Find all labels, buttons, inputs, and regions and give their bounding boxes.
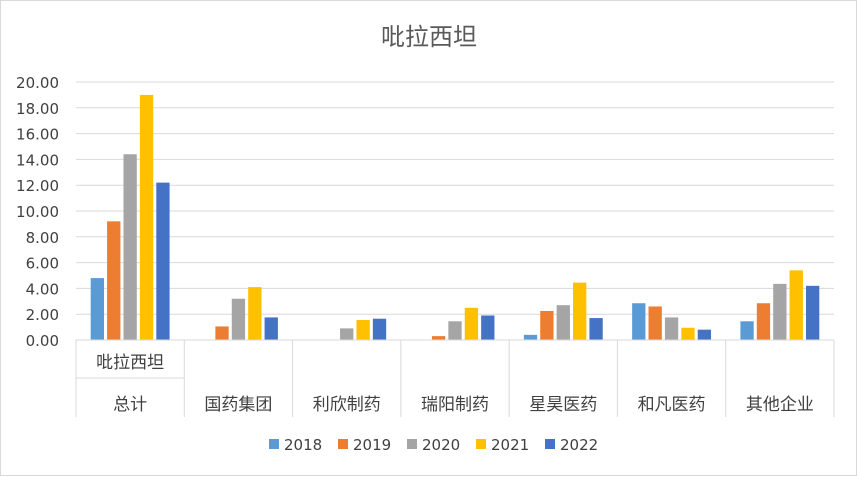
bar-2019-7 [756,303,771,340]
x-category-label: 其他企业 [746,395,814,415]
y-tick-label: 20.00 [16,74,59,92]
y-tick-label: 0.00 [26,332,59,350]
y-axis-ticks: 0.00 2.00 4.00 6.00 8.00 10.00 12.00 14.00 16.00… [16,74,59,350]
legend-label-2020: 2020 [422,436,460,454]
legend-label-2021: 2021 [491,436,529,454]
legend-label-2022: 2022 [560,436,598,454]
bar-2020-2 [231,298,246,340]
bar-2021-1 [139,94,154,341]
x-category-label: 星昊医药 [529,395,597,415]
x-category-label: 国药集团 [204,395,272,415]
x-category-label: 总计 [113,395,147,415]
bar-2021-5 [573,282,587,340]
bar-2020-1 [123,154,137,340]
bar-2021-4 [464,307,479,340]
bar-2019-2 [215,326,229,340]
bar-2021-7 [789,270,803,340]
bars [90,94,820,341]
bar-2021-2 [248,287,262,340]
bar-2022-2 [264,317,278,340]
legend-swatch-2020 [407,439,417,449]
bar-2018-6 [632,303,646,340]
legend-swatch-2018 [269,439,279,449]
legend-label-2019: 2019 [353,436,391,454]
bar-2018-7 [740,321,754,340]
legend-swatch-2022 [545,439,555,449]
bar-2020-6 [664,317,679,340]
chart-title: 吡拉西坦 [381,23,477,51]
legend: 2018 2019 2020 2021 2022 [269,436,598,454]
legend-swatch-2021 [476,439,486,449]
x-category-label: 和凡医药 [638,395,706,415]
y-tick-label: 16.00 [16,126,59,144]
bar-2019-5 [540,310,554,340]
bar-2020-3 [340,328,354,340]
y-tick-label: 14.00 [16,151,59,169]
y-tick-label: 2.00 [26,306,59,324]
bar-2020-5 [556,305,570,340]
bar-2019-4 [431,336,446,340]
x-category-label: 瑞阳制药 [421,395,489,415]
bar-2020-7 [773,283,787,340]
y-tick-label: 4.00 [26,280,59,298]
y-tick-label: 12.00 [16,177,59,195]
y-tick-label: 10.00 [16,203,59,221]
bar-2022-6 [697,329,712,340]
bar-2018-5 [523,334,538,340]
bar-2020-4 [448,321,462,340]
bar-2022-1 [156,182,170,340]
x-category-label: 利欣制药 [313,395,381,415]
bar-2018-1 [90,278,104,340]
bar-2019-6 [648,306,662,340]
gridlines [76,81,834,315]
bar-2022-4 [481,315,495,340]
bar-2022-5 [589,318,603,340]
legend-label-2018: 2018 [284,436,322,454]
bar-2021-3 [356,320,370,340]
bar-2022-3 [372,318,387,340]
y-tick-label: 8.00 [26,229,59,247]
y-tick-label: 18.00 [16,100,59,118]
bar-2022-7 [806,285,820,340]
legend-swatch-2019 [338,439,348,449]
y-tick-label: 6.00 [26,255,59,273]
bar-2021-6 [681,327,695,340]
x-category-label-top: 吡拉西坦 [96,353,164,373]
bar-2019-1 [107,221,121,340]
